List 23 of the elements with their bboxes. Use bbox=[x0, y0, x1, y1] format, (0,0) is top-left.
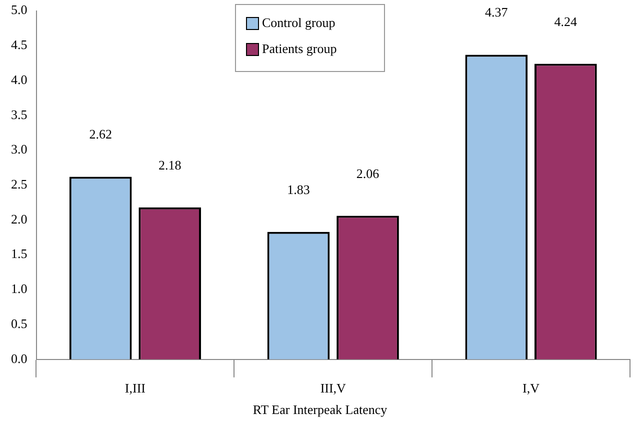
y-tick-label: 4.0 bbox=[11, 72, 28, 87]
data-label: 2.06 bbox=[356, 166, 380, 181]
y-tick-label: 3.5 bbox=[11, 106, 28, 122]
y-tick-label: 1.0 bbox=[11, 281, 28, 296]
x-axis-title: RT Ear Interpeak Latency bbox=[252, 402, 388, 418]
y-tick-label: 0.5 bbox=[11, 316, 28, 331]
legend-label: Patients group bbox=[262, 41, 337, 57]
y-tick-label: 5.0 bbox=[11, 2, 28, 18]
y-tick-label: 3.0 bbox=[11, 142, 28, 157]
legend-label: Control group bbox=[262, 15, 336, 31]
data-label: 2.62 bbox=[89, 126, 112, 142]
y-tick-label: 1.5 bbox=[11, 246, 28, 262]
y-tick-label: 0.0 bbox=[11, 350, 28, 366]
data-label: 4.24 bbox=[554, 14, 578, 29]
x-tick-label: I,V bbox=[522, 380, 540, 396]
y-tick-label: 2.0 bbox=[11, 211, 28, 226]
data-label: 4.37 bbox=[485, 4, 508, 20]
x-tick-label: I,III bbox=[124, 380, 146, 396]
data-label: 1.83 bbox=[287, 182, 310, 197]
y-tick-label: 4.5 bbox=[11, 37, 28, 52]
x-tick-label: III,V bbox=[320, 380, 347, 396]
data-label: 2.18 bbox=[158, 157, 182, 172]
y-tick-label: 2.5 bbox=[11, 176, 28, 192]
